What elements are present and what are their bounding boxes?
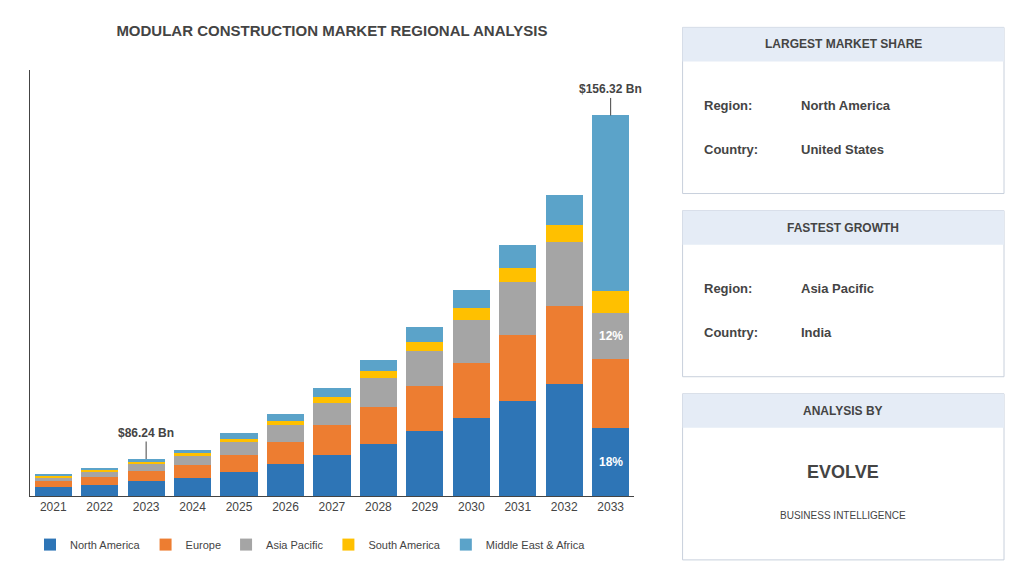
svg-text:LARGEST MARKET SHARE: LARGEST MARKET SHARE xyxy=(765,37,922,51)
svg-text:2029: 2029 xyxy=(411,500,438,514)
svg-text:2031: 2031 xyxy=(504,500,531,514)
svg-text:2025: 2025 xyxy=(226,500,253,514)
svg-text:Region:: Region: xyxy=(704,281,752,296)
svg-text:Asia Pacific: Asia Pacific xyxy=(266,539,323,551)
svg-text:India: India xyxy=(801,325,832,340)
svg-text:FASTEST GROWTH: FASTEST GROWTH xyxy=(787,221,899,235)
svg-text:North America: North America xyxy=(70,539,141,551)
svg-text:MODULAR CONSTRUCTION MARKET RE: MODULAR CONSTRUCTION MARKET REGIONAL ANA… xyxy=(116,22,547,39)
svg-text:Middle East & Africa: Middle East & Africa xyxy=(486,539,585,551)
svg-text:$86.24 Bn: $86.24 Bn xyxy=(118,426,174,440)
svg-text:12%: 12% xyxy=(599,329,623,343)
svg-text:2032: 2032 xyxy=(551,500,578,514)
svg-text:EVOLVE: EVOLVE xyxy=(807,462,879,482)
svg-text:Country:: Country: xyxy=(704,325,758,340)
svg-text:2021: 2021 xyxy=(40,500,67,514)
svg-text:18%: 18% xyxy=(599,455,623,469)
svg-text:2033: 2033 xyxy=(597,500,624,514)
svg-text:Region:: Region: xyxy=(704,98,752,113)
svg-text:2028: 2028 xyxy=(365,500,392,514)
svg-text:$156.32 Bn: $156.32 Bn xyxy=(579,82,642,96)
svg-text:South America: South America xyxy=(368,539,440,551)
svg-text:North America: North America xyxy=(801,98,891,113)
svg-text:2024: 2024 xyxy=(179,500,206,514)
svg-text:ANALYSIS BY: ANALYSIS BY xyxy=(803,404,883,418)
svg-text:BUSINESS INTELLIGENCE: BUSINESS INTELLIGENCE xyxy=(780,510,906,521)
svg-text:2027: 2027 xyxy=(319,500,346,514)
svg-text:Europe: Europe xyxy=(186,539,221,551)
svg-text:2023: 2023 xyxy=(133,500,160,514)
svg-text:United States: United States xyxy=(801,142,884,157)
svg-text:2026: 2026 xyxy=(272,500,299,514)
svg-text:2022: 2022 xyxy=(86,500,113,514)
svg-text:Asia Pacific: Asia Pacific xyxy=(801,281,874,296)
svg-text:2030: 2030 xyxy=(458,500,485,514)
svg-text:Country:: Country: xyxy=(704,142,758,157)
